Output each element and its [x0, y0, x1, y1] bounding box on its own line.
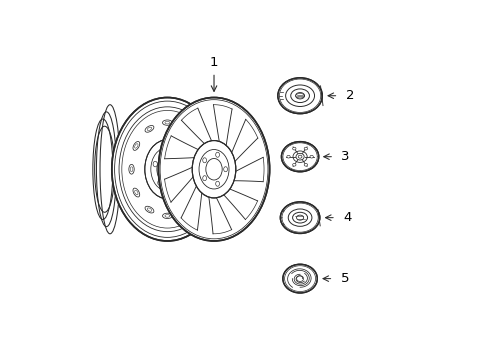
Ellipse shape: [172, 180, 177, 185]
Ellipse shape: [200, 165, 205, 174]
Ellipse shape: [112, 98, 223, 241]
Ellipse shape: [281, 141, 318, 172]
Ellipse shape: [215, 181, 219, 186]
Ellipse shape: [162, 120, 172, 125]
Ellipse shape: [133, 188, 140, 197]
Text: 4: 4: [343, 211, 351, 224]
Ellipse shape: [223, 167, 227, 172]
Text: 5: 5: [340, 272, 348, 285]
Bar: [163, 167, 171, 172]
Ellipse shape: [203, 176, 206, 181]
Ellipse shape: [195, 141, 202, 150]
Ellipse shape: [309, 155, 313, 158]
Text: 1: 1: [209, 56, 218, 69]
Ellipse shape: [177, 161, 182, 167]
Ellipse shape: [153, 161, 157, 167]
Ellipse shape: [144, 140, 190, 199]
Ellipse shape: [282, 264, 317, 293]
Ellipse shape: [195, 188, 202, 197]
Ellipse shape: [181, 126, 189, 132]
Ellipse shape: [304, 147, 307, 150]
Ellipse shape: [304, 163, 307, 166]
Ellipse shape: [158, 98, 269, 241]
Ellipse shape: [192, 140, 235, 198]
Ellipse shape: [292, 163, 295, 166]
Ellipse shape: [158, 180, 162, 185]
Ellipse shape: [145, 206, 154, 213]
Ellipse shape: [181, 206, 189, 213]
Ellipse shape: [203, 158, 206, 163]
Ellipse shape: [215, 152, 219, 157]
Ellipse shape: [165, 150, 169, 155]
Text: 2: 2: [345, 89, 353, 102]
Ellipse shape: [292, 147, 295, 150]
Ellipse shape: [277, 78, 322, 114]
Ellipse shape: [133, 141, 140, 150]
Ellipse shape: [286, 155, 289, 158]
Ellipse shape: [145, 126, 154, 132]
Text: 3: 3: [341, 150, 349, 163]
Ellipse shape: [162, 213, 172, 219]
Ellipse shape: [280, 202, 319, 233]
Ellipse shape: [129, 165, 134, 174]
